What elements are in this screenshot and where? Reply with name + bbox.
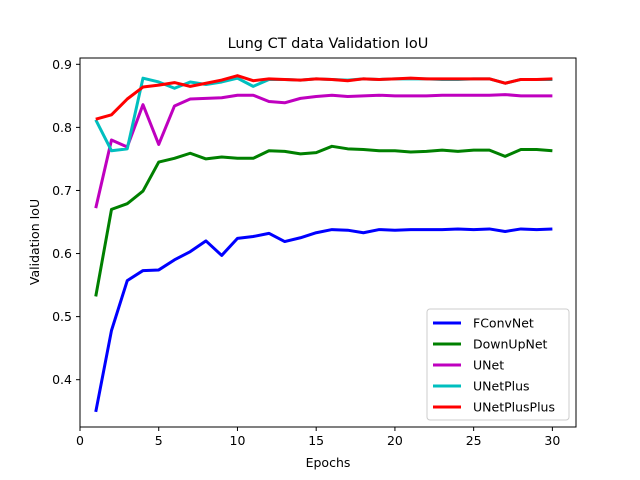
- series-line-downupnet: [94, 144, 553, 297]
- series-line-unetplusplus: [95, 74, 553, 121]
- x-tick-label: 5: [155, 433, 163, 448]
- legend-label-unetplusplus: UNetPlusPlus: [473, 400, 555, 415]
- x-tick-label: 25: [466, 433, 482, 448]
- y-tick-label: 0.5: [52, 309, 72, 324]
- y-tick-label: 0.7: [52, 183, 72, 198]
- legend-label-unetplus: UNetPlus: [473, 379, 530, 394]
- legend-box: [426, 308, 570, 421]
- x-axis: 0 5 10 15 20 25 30: [76, 427, 560, 448]
- x-tick-label: 0: [76, 433, 84, 448]
- axes-frame: [79, 57, 577, 428]
- y-axis-label: Validation IoU: [27, 199, 42, 285]
- series-line-fconvnet: [94, 227, 553, 413]
- y-tick-label: 0.9: [52, 57, 72, 72]
- x-tick-label: 20: [387, 433, 403, 448]
- plot-area: [94, 74, 553, 413]
- y-tick-label: 0.8: [52, 120, 72, 135]
- y-tick-label: 0.6: [52, 246, 72, 261]
- x-axis-label: Epochs: [306, 455, 351, 470]
- x-tick-label: 10: [230, 433, 246, 448]
- chart-title: Lung CT data Validation IoU: [228, 36, 429, 52]
- legend-label-downupnet: DownUpNet: [473, 337, 548, 352]
- series-line-unetplus: [94, 76, 553, 153]
- x-tick-label: 15: [308, 433, 324, 448]
- legend-label-fconvnet: FConvNet: [473, 316, 534, 331]
- legend-label-unet: UNet: [473, 358, 504, 373]
- series-line-unet: [94, 93, 553, 209]
- y-tick-label: 0.4: [52, 372, 72, 387]
- y-axis: 0.4 0.5 0.6 0.7 0.8 0.9: [52, 57, 80, 387]
- legend: FConvNet DownUpNet UNet UNetPlus UNetPlusPlu…: [426, 308, 570, 421]
- x-tick-label: 30: [544, 433, 560, 448]
